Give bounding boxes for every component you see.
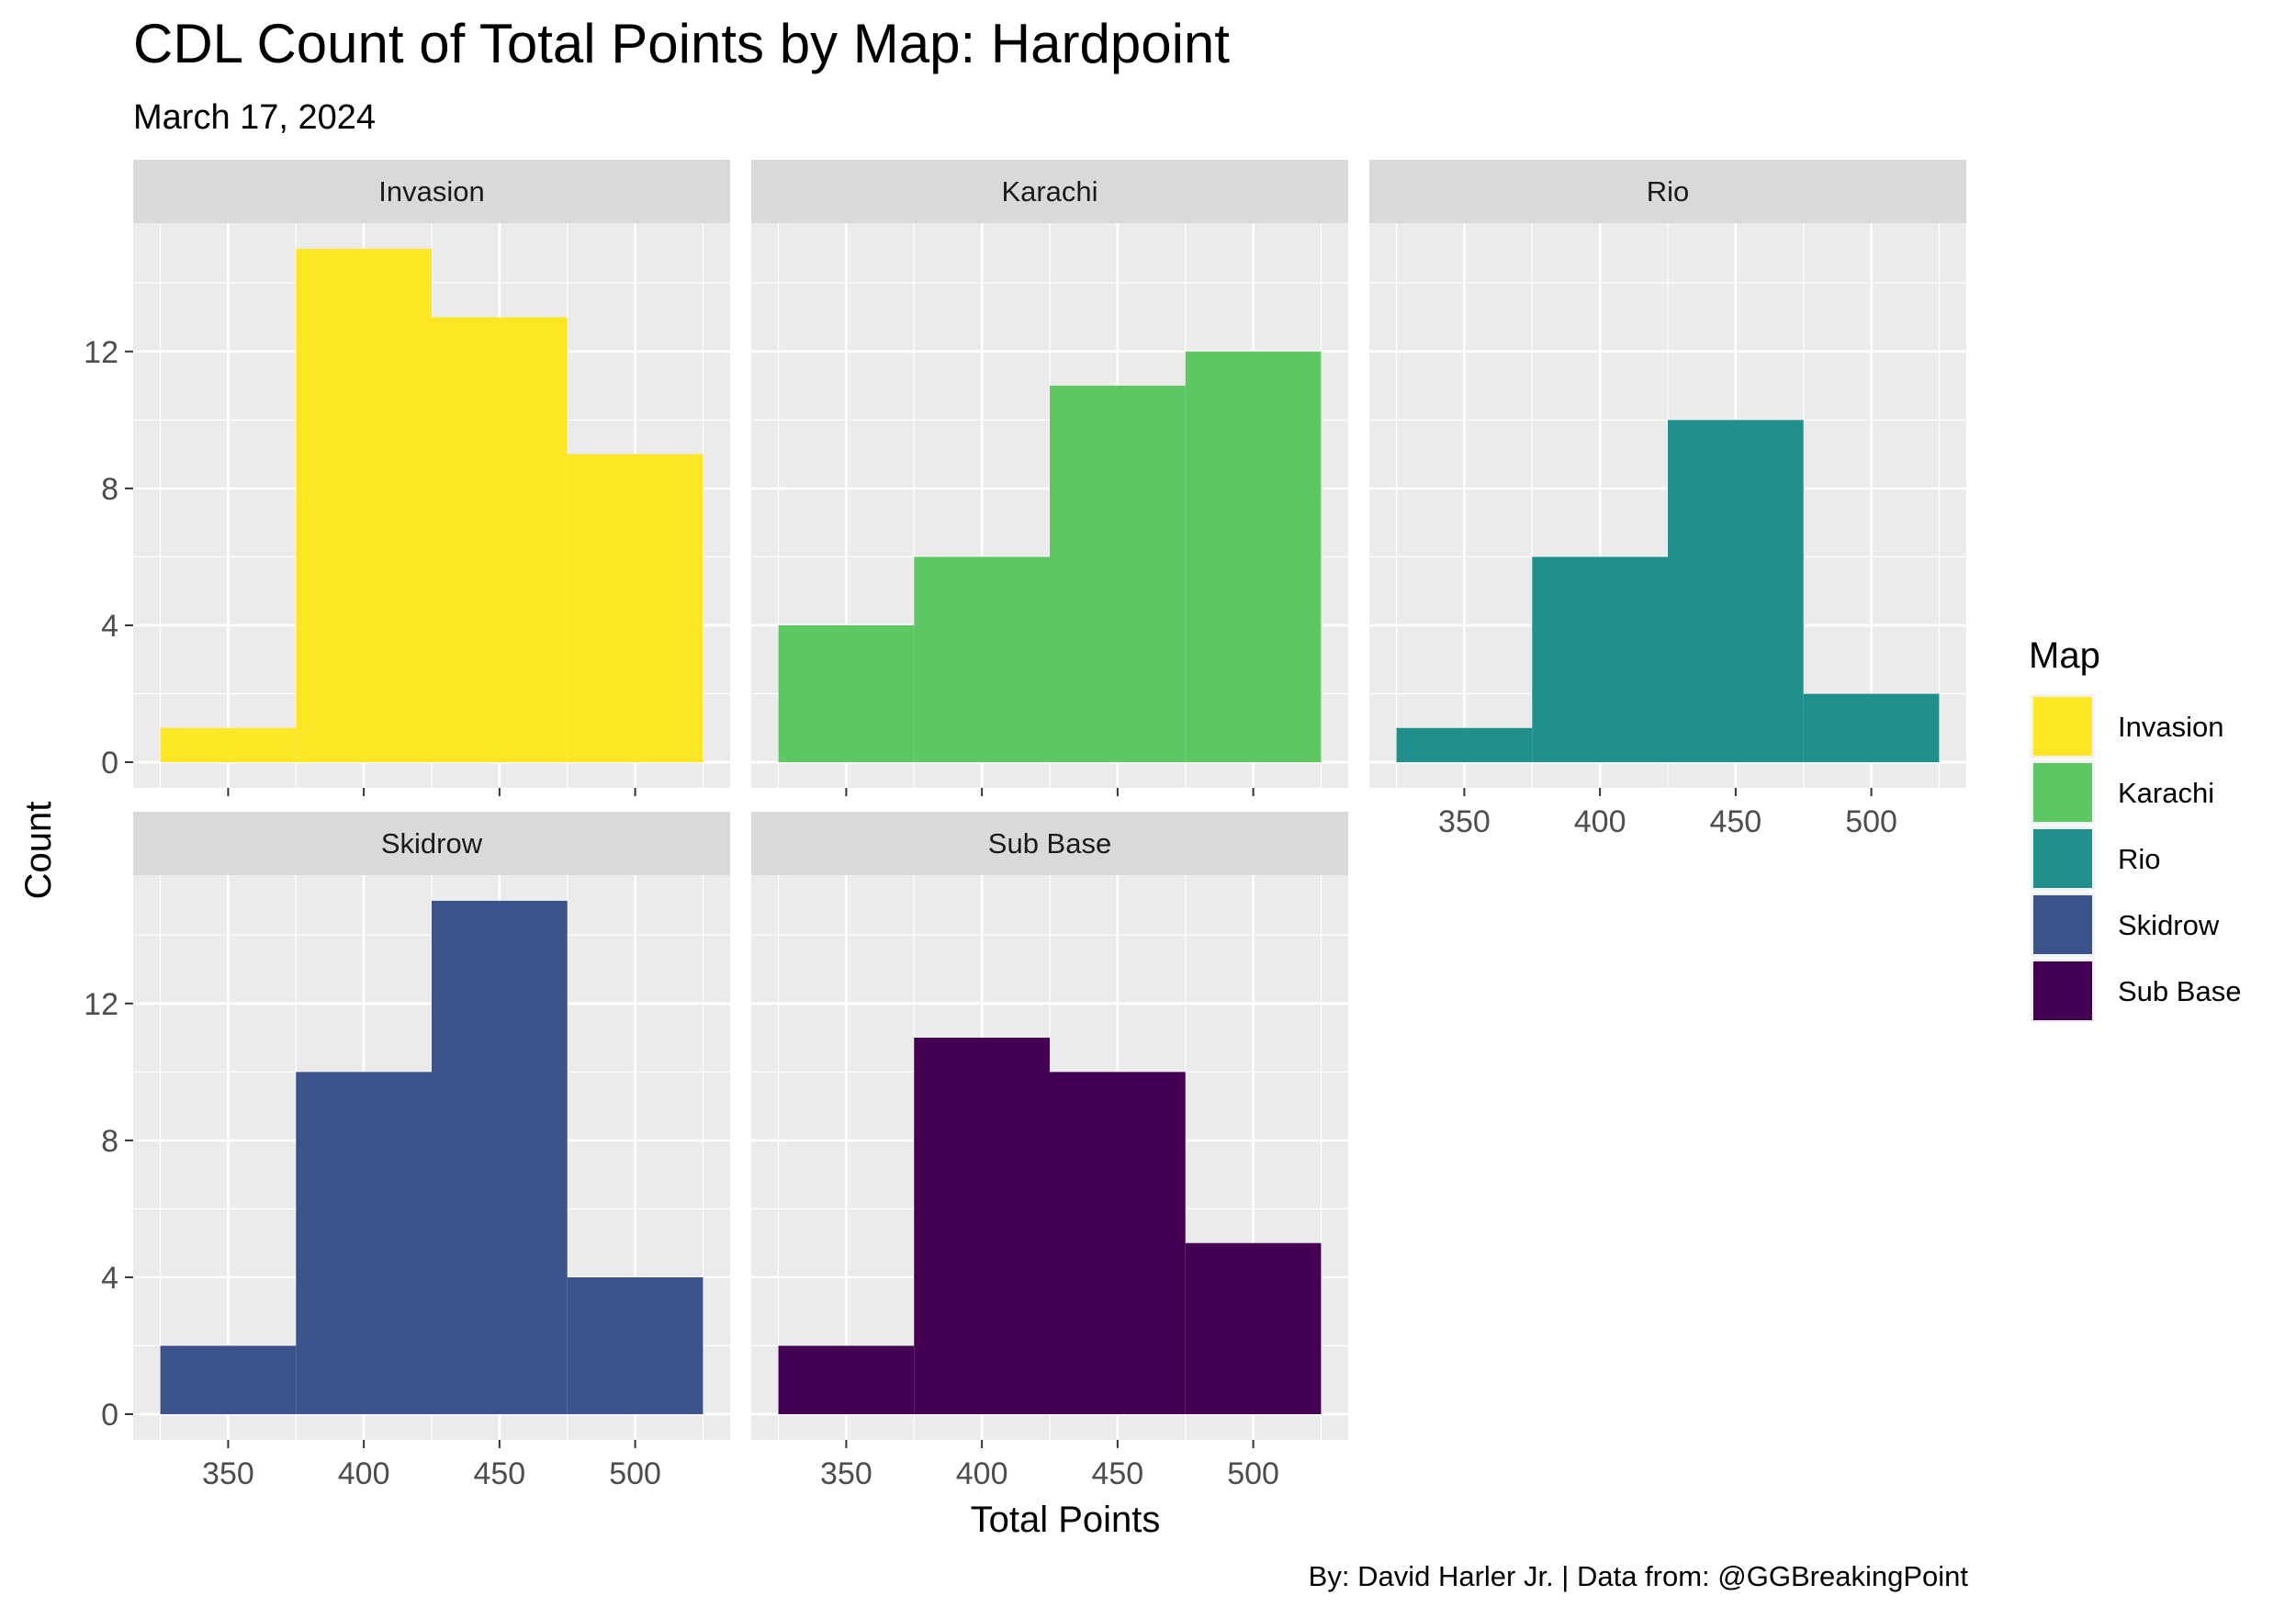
y-tick-label: 0: [101, 746, 118, 781]
legend-swatch: [2033, 763, 2092, 822]
x-tick-label: 350: [202, 1456, 254, 1491]
bar-invasion-1: [160, 727, 297, 763]
y-tick-label: 4: [101, 1261, 118, 1296]
facet-panels: Invasion Karachi Rio Skidrow Sub Base: [133, 160, 1966, 1440]
strip-label: Rio: [1647, 175, 1690, 208]
strip-label: Skidrow: [381, 827, 483, 860]
legend-swatch: [2033, 697, 2092, 756]
strip-background: [133, 812, 730, 875]
chart-caption: By: David Harler Jr. | Data from: @GGBre…: [1309, 1560, 1969, 1592]
x-tick-label: 400: [956, 1456, 1008, 1491]
legend-label: Karachi: [2118, 777, 2214, 809]
legend-item-karachi: Karachi: [2031, 760, 2214, 825]
panel-sub-base: Sub Base: [751, 812, 1348, 1440]
legend-item-invasion: Invasion: [2031, 694, 2223, 759]
x-tick-label: 500: [1227, 1456, 1279, 1491]
bar-skidrow-4: [567, 1276, 703, 1415]
panel-invasion: Invasion: [133, 160, 730, 788]
legend-swatch: [2033, 895, 2092, 954]
bar-sub-base-1: [778, 1345, 915, 1415]
bar-rio-1: [1396, 727, 1533, 763]
strip-background: [751, 812, 1348, 875]
x-tick-label: 450: [1709, 804, 1761, 839]
x-tick-label: 450: [1091, 1456, 1143, 1491]
y-tick-label: 12: [84, 987, 118, 1022]
bar-karachi-4: [1185, 351, 1322, 763]
x-tick-label: 500: [609, 1456, 661, 1491]
strip-background: [751, 160, 1348, 223]
x-tick-label: 400: [1574, 804, 1626, 839]
bar-karachi-3: [1050, 386, 1186, 763]
x-tick-label: 350: [1438, 804, 1491, 839]
strip-background: [1369, 160, 1966, 223]
bar-skidrow-1: [160, 1345, 297, 1415]
y-tick-label: 12: [84, 335, 118, 370]
bar-invasion-2: [296, 248, 432, 763]
bar-skidrow-3: [432, 900, 568, 1415]
strip-label: Sub Base: [988, 827, 1111, 860]
x-axis-title: Total Points: [971, 1500, 1161, 1540]
legend-label: Skidrow: [2118, 909, 2220, 941]
bar-invasion-3: [432, 317, 568, 763]
legend-label: Sub Base: [2118, 975, 2241, 1007]
x-tick-label: 500: [1845, 804, 1897, 839]
legend-item-rio: Rio: [2031, 826, 2161, 891]
legend: Map Invasion Karachi Rio Skidrow Sub Base: [2029, 635, 2241, 1023]
legend-swatch: [2033, 829, 2092, 888]
x-tick-label: 450: [473, 1456, 525, 1491]
legend-item-skidrow: Skidrow: [2031, 893, 2220, 957]
panel-karachi: Karachi: [751, 160, 1348, 788]
x-tick-label: 350: [820, 1456, 872, 1491]
axis-ticks: 0 4 8 12 350 400 450 500 0 4 8 12 350 400 450 500 350 400…: [84, 335, 1897, 1491]
bar-rio-3: [1668, 420, 1804, 763]
bar-rio-2: [1532, 556, 1668, 763]
y-tick-label: 8: [101, 1124, 118, 1159]
y-axis-title: Count: [18, 802, 59, 900]
bar-karachi-1: [778, 624, 915, 763]
y-tick-label: 0: [101, 1398, 118, 1433]
panel-rio: Rio: [1369, 160, 1966, 788]
bar-sub-base-3: [1050, 1072, 1186, 1415]
legend-swatch: [2033, 961, 2092, 1020]
bar-sub-base-2: [914, 1038, 1050, 1415]
legend-title: Map: [2029, 635, 2100, 676]
chart-title: CDL Count of Total Points by Map: Hardpo…: [133, 13, 1230, 74]
bar-karachi-2: [914, 556, 1050, 763]
bar-rio-4: [1803, 693, 1940, 763]
strip-label: Karachi: [1001, 175, 1097, 208]
legend-label: Invasion: [2118, 711, 2223, 743]
bar-invasion-4: [567, 454, 703, 763]
bar-sub-base-4: [1185, 1242, 1322, 1415]
legend-label: Rio: [2118, 843, 2161, 875]
chart-subtitle: March 17, 2024: [133, 98, 376, 137]
strip-background: [133, 160, 730, 223]
panel-skidrow: Skidrow: [133, 812, 730, 1440]
y-tick-label: 4: [101, 609, 118, 644]
x-tick-label: 400: [338, 1456, 390, 1491]
bar-skidrow-2: [296, 1072, 432, 1415]
y-tick-label: 8: [101, 472, 118, 507]
legend-item-sub-base: Sub Base: [2031, 959, 2241, 1023]
strip-label: Invasion: [378, 175, 484, 208]
